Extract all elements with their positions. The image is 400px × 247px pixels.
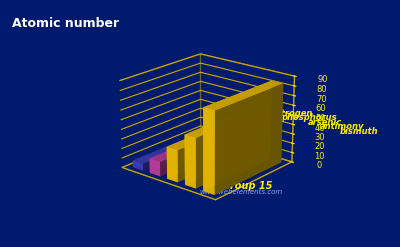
Text: Atomic number: Atomic number [12, 17, 119, 30]
